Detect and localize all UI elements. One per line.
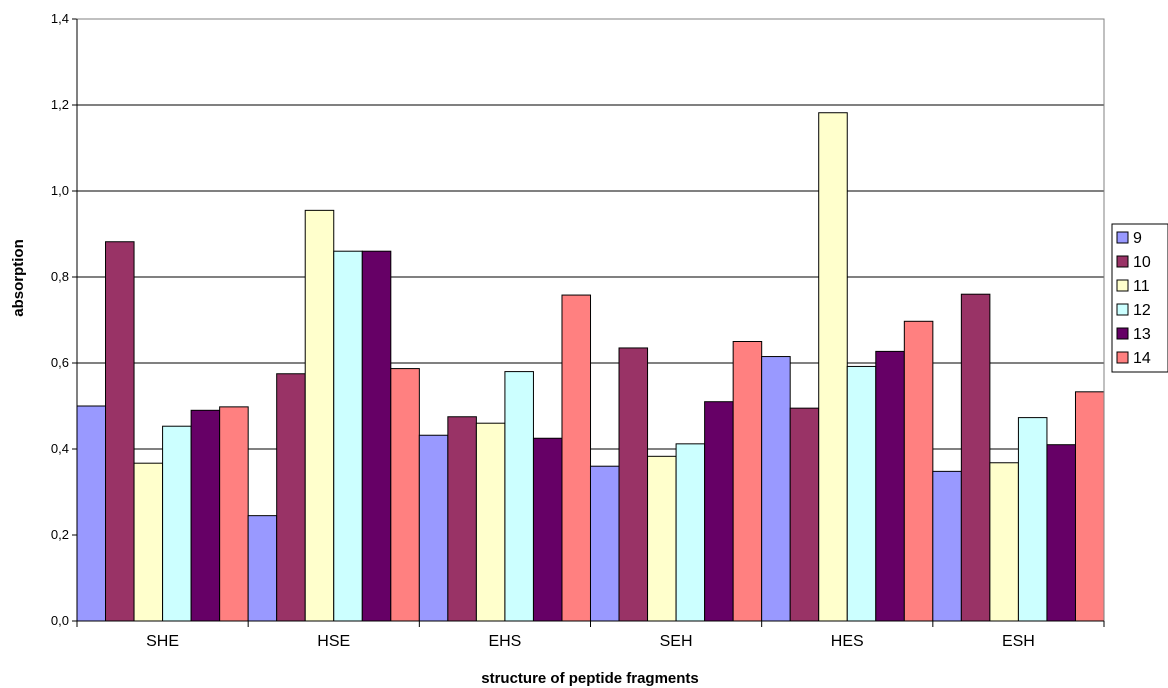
legend: 9 10 11 12 13 14 (1111, 223, 1168, 373)
bar-14-HES (903, 320, 934, 622)
bar-14-EHS (561, 294, 592, 622)
legend-label: 13 (1133, 326, 1151, 343)
bar-11-SEH (647, 455, 677, 622)
legend-swatch (1116, 279, 1129, 292)
x-category-label: SHE (146, 633, 179, 650)
bar-13-HSE (361, 250, 392, 622)
bar-13-SEH (704, 401, 734, 622)
legend-label: 9 (1133, 230, 1142, 247)
y-tick-labels: 0,0 0,2 0,4 0,6 0,8 1,0 1,2 1,4 (51, 11, 69, 628)
bar-11-EHS (475, 422, 506, 622)
bar-9-SEH (589, 465, 620, 622)
bar-14-SEH (732, 341, 763, 622)
bar-12-HSE (333, 250, 363, 622)
bar-12-SHE (162, 425, 192, 622)
legend-label: 10 (1133, 254, 1151, 271)
y-tick-label: 0,2 (51, 527, 69, 542)
bar-9-HSE (247, 515, 278, 622)
bar-14-SHE (219, 406, 249, 622)
bar-12-ESH (1017, 417, 1048, 622)
bar-14-HSE (390, 368, 420, 622)
x-category-label: HSE (317, 633, 350, 650)
bar-11-SHE (133, 462, 164, 622)
x-category-label: ESH (1002, 633, 1035, 650)
y-tick-label: 0,4 (51, 441, 69, 456)
y-tick-label: 0,8 (51, 269, 69, 284)
legend-label: 12 (1133, 302, 1151, 319)
bar-9-HES (761, 356, 791, 622)
bar-10-EHS (447, 416, 477, 622)
bar-9-ESH (932, 470, 962, 622)
bar-11-HSE (304, 209, 335, 622)
x-category-label: EHS (488, 633, 521, 650)
axes (72, 18, 1105, 627)
legend-label: 11 (1133, 278, 1150, 295)
y-axis-title: absorption (10, 239, 27, 317)
bar-12-HES (846, 365, 877, 622)
y-tick-label: 1,2 (51, 97, 69, 112)
bars (76, 112, 1105, 622)
legend-box (1111, 223, 1168, 373)
bar-10-HSE (276, 373, 306, 622)
bar-12-SEH (675, 443, 706, 622)
bar-9-SHE (76, 405, 107, 622)
legend-label: 14 (1133, 350, 1151, 367)
bar-13-HES (875, 350, 905, 622)
bar-10-SEH (618, 347, 649, 622)
legend-swatch (1116, 231, 1129, 244)
legend-swatch (1116, 303, 1129, 316)
bar-9-EHS (418, 434, 449, 622)
x-category-label: SEH (660, 633, 693, 650)
legend-swatch (1116, 255, 1129, 268)
bar-13-EHS (532, 437, 563, 622)
x-category-label: HES (831, 633, 864, 650)
bar-14-ESH (1074, 391, 1105, 622)
y-tick-label: 0,0 (51, 613, 69, 628)
legend-swatch (1116, 327, 1129, 340)
legend-swatch (1116, 351, 1129, 364)
bar-13-SHE (190, 409, 221, 622)
bar-10-HES (789, 407, 820, 622)
x-category-labels: SHE HSE EHS SEH HES ESH (146, 633, 1035, 650)
bar-13-ESH (1046, 444, 1076, 622)
y-tick-label: 1,0 (51, 183, 69, 198)
bar-11-ESH (989, 462, 1019, 622)
bar-11-HES (818, 112, 848, 622)
bar-10-ESH (960, 293, 991, 622)
bar-12-EHS (504, 371, 534, 622)
x-axis-title: structure of peptide fragments (481, 670, 699, 687)
y-tick-label: 1,4 (51, 11, 69, 26)
y-tick-label: 0,6 (51, 355, 69, 370)
bar-10-SHE (105, 241, 135, 622)
